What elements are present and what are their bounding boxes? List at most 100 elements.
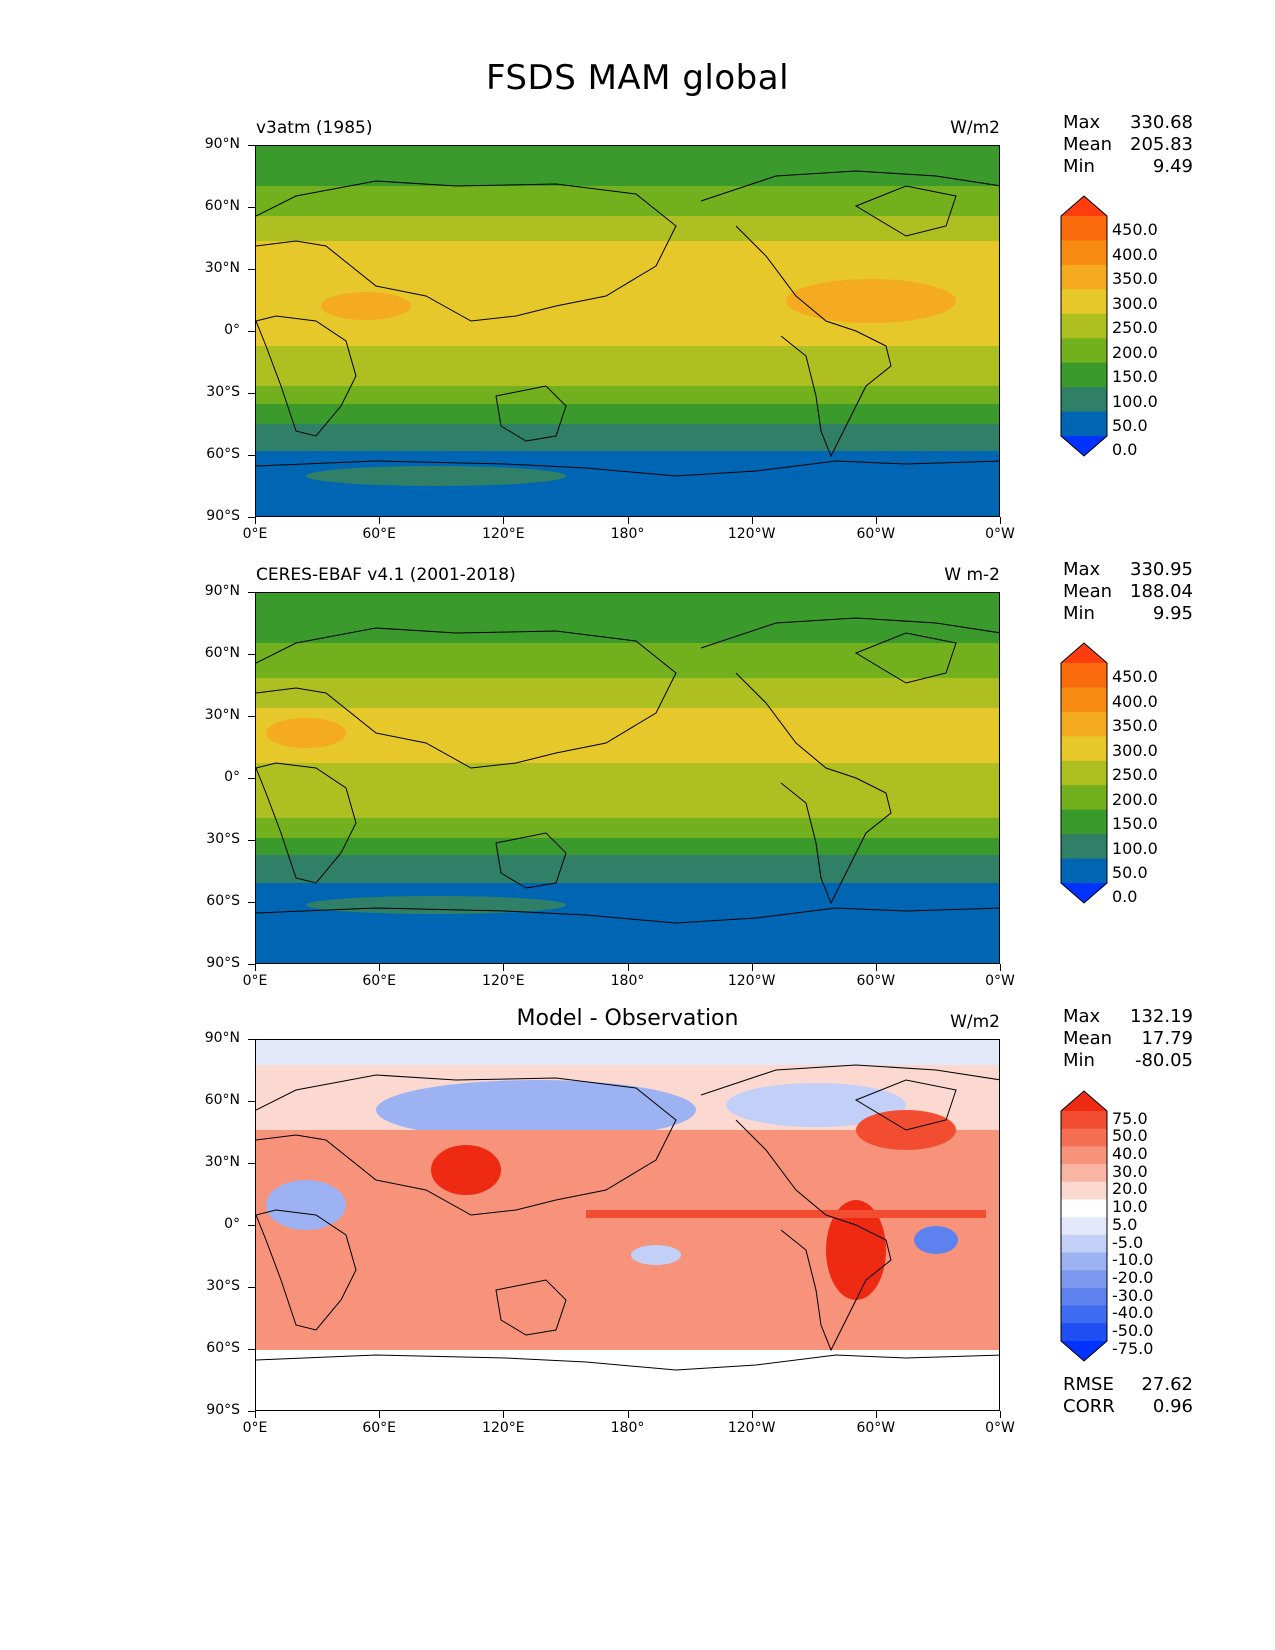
colorbar-label: 40.0: [1112, 1144, 1148, 1164]
colorbar-segment: [1061, 1181, 1107, 1200]
model-map-svg: [256, 146, 999, 516]
colorbar-extend-min: [1061, 883, 1107, 903]
y-tick-mark: [248, 716, 255, 717]
colorbar-model: [1060, 195, 1108, 457]
x-tick-mark: [751, 517, 753, 524]
colorbar-label: 200.0: [1112, 342, 1158, 362]
y-tick-label: 0°: [224, 322, 240, 338]
x-tick-mark: [1000, 517, 1001, 524]
y-tick-label: 90°N: [204, 583, 240, 599]
y-tick-mark: [248, 1287, 255, 1288]
x-tick-mark: [627, 964, 629, 971]
y-tick-mark: [248, 654, 255, 655]
x-tick-mark: [379, 1411, 381, 1418]
colorbar-label: 450.0: [1112, 667, 1158, 687]
y-tick-label: 0°: [224, 769, 240, 785]
y-tick-label: 60°N: [204, 645, 240, 661]
x-tick-mark: [503, 517, 505, 524]
stat-min-label: Min: [1063, 156, 1095, 177]
stat-max-label: Max: [1063, 559, 1101, 580]
y-tick-label: 0°: [224, 1216, 240, 1232]
colorbar-label: 0.0: [1112, 887, 1138, 907]
stat-mean-value: 205.83: [1130, 134, 1193, 155]
x-tick-label: 180°: [610, 526, 645, 542]
y-tick-label: 30°S: [206, 831, 240, 847]
x-tick-mark: [875, 1411, 877, 1418]
x-tick-label: 120°E: [482, 973, 525, 989]
colorbar-label: 30.0: [1112, 1161, 1148, 1181]
colorbar-label: 100.0: [1112, 838, 1158, 858]
x-tick-label: 0°E: [242, 973, 268, 989]
colorbar-label: 200.0: [1112, 789, 1158, 809]
colorbar-label: 5.0: [1112, 1214, 1138, 1234]
y-tick-mark: [248, 517, 255, 518]
colorbar-segment: [1061, 858, 1107, 884]
panel-model-units: W/m2: [950, 118, 1000, 138]
colorbar-segment: [1061, 1128, 1107, 1147]
y-tick-label: 60°S: [206, 446, 240, 462]
colorbar-label: 400.0: [1112, 244, 1158, 264]
colorbar-label: 0.0: [1112, 440, 1138, 460]
colorbar-label: 50.0: [1112, 416, 1148, 435]
stat-max-label: Max: [1063, 112, 1101, 133]
colorbar-label: -10.0: [1112, 1250, 1154, 1270]
panel-model-stats: Max 330.68 Mean 205.83 Min 9.49: [1063, 112, 1193, 178]
colorbar-label: 75.0: [1112, 1108, 1148, 1128]
x-tick-mark: [627, 1411, 629, 1418]
y-tick-label: 90°S: [206, 1402, 240, 1418]
panel-diff-stats: Max 132.19 Mean 17.79 Min -80.05: [1063, 1006, 1193, 1072]
x-tick-label: 60°E: [362, 526, 396, 542]
panel-obs-map: [255, 592, 1000, 964]
x-tick-mark: [379, 517, 381, 524]
y-tick-mark: [248, 145, 255, 146]
colorbar-label: 150.0: [1112, 814, 1158, 834]
colorbar-segment: [1061, 834, 1107, 860]
colorbar-extend-min: [1061, 436, 1107, 456]
y-tick-mark: [248, 1163, 255, 1164]
stat-mean-value: 188.04: [1130, 581, 1193, 602]
colorbar-segment: [1061, 264, 1107, 290]
y-tick-mark: [248, 902, 255, 903]
colorbar-label: -50.0: [1112, 1321, 1154, 1340]
y-tick-mark: [248, 840, 255, 841]
y-tick-mark: [248, 1225, 255, 1226]
x-tick-label: 60°E: [362, 1420, 396, 1436]
stat-min-value: -80.05: [1134, 1050, 1193, 1071]
colorbar-segment: [1061, 1305, 1107, 1324]
y-tick-mark: [248, 207, 255, 208]
colorbar-segment: [1061, 411, 1107, 437]
colorbar-extend-max: [1061, 196, 1107, 216]
stat-min-label: Min: [1063, 1050, 1095, 1071]
x-tick-label: 120°W: [727, 1420, 776, 1436]
colorbar-segment: [1061, 1270, 1107, 1289]
colorbar-segment: [1061, 663, 1107, 688]
y-tick-mark: [248, 592, 255, 593]
stat-min-value: 9.95: [1152, 603, 1193, 624]
y-tick-label: 60°S: [206, 893, 240, 909]
obs-map-svg: [256, 593, 999, 963]
colorbar-label: 10.0: [1112, 1197, 1148, 1217]
corr-label: CORR: [1063, 1396, 1115, 1417]
colorbar-segment: [1061, 338, 1107, 364]
colorbar-label: 300.0: [1112, 293, 1158, 313]
x-tick-mark: [875, 964, 877, 971]
y-tick-label: 90°N: [204, 1030, 240, 1046]
colorbar-segment: [1061, 1164, 1107, 1183]
x-tick-label: 120°E: [482, 1420, 525, 1436]
stat-mean-label: Mean: [1063, 1028, 1113, 1049]
panel-obs-units: W m-2: [944, 565, 1000, 585]
y-tick-label: 30°N: [204, 707, 240, 723]
x-tick-label: 0°W: [985, 973, 1015, 989]
panel-diff-metrics: RMSE 27.62 CORR 0.96: [1063, 1374, 1193, 1418]
colorbar-label: -75.0: [1112, 1338, 1154, 1358]
panel-diff-map: [255, 1039, 1000, 1411]
colorbar-diff: [1060, 1090, 1108, 1362]
colorbar-label: 350.0: [1112, 269, 1158, 289]
x-tick-label: 180°: [610, 973, 645, 989]
y-tick-label: 90°N: [204, 136, 240, 152]
colorbar-segment: [1061, 216, 1107, 241]
colorbar-label: 20.0: [1112, 1179, 1148, 1199]
x-tick-mark: [379, 964, 381, 971]
y-tick-label: 60°N: [204, 198, 240, 214]
colorbar-segment: [1061, 1234, 1107, 1254]
